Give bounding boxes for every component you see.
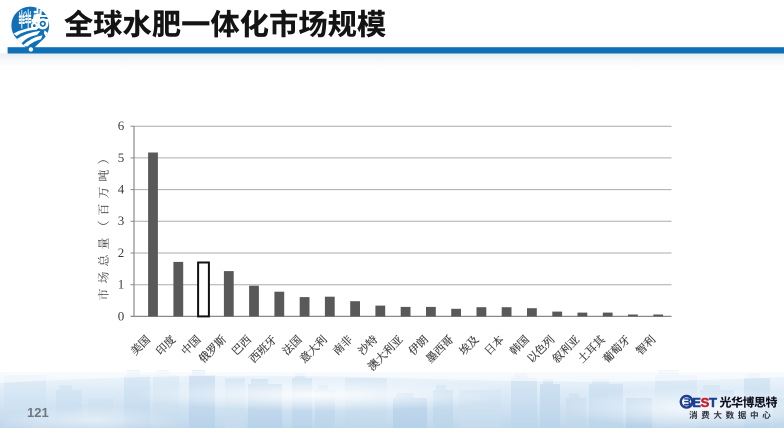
svg-text:121: 121 bbox=[27, 405, 49, 420]
svg-text:6: 6 bbox=[118, 118, 125, 133]
svg-text:0: 0 bbox=[118, 308, 125, 323]
svg-text:EST: EST bbox=[692, 395, 717, 410]
svg-text:1: 1 bbox=[118, 277, 125, 292]
svg-text:4: 4 bbox=[118, 182, 125, 197]
svg-text:2: 2 bbox=[118, 245, 125, 260]
svg-text:5: 5 bbox=[118, 150, 125, 165]
svg-text:3: 3 bbox=[118, 213, 125, 228]
